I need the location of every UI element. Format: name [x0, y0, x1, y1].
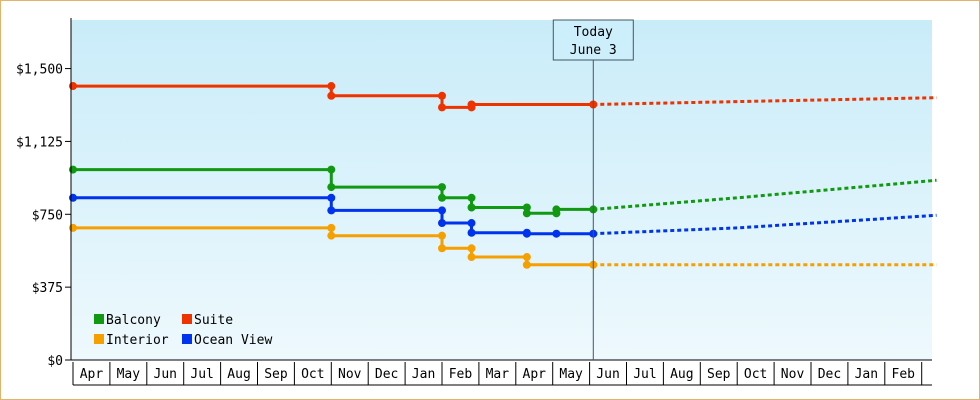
- data-point-ocean-view: [552, 229, 561, 238]
- data-point-balcony: [467, 193, 476, 202]
- today-label: Today: [574, 25, 613, 40]
- data-point-ocean-view: [327, 206, 336, 215]
- data-point-balcony: [327, 165, 336, 174]
- data-point-interior: [327, 223, 336, 232]
- legend-swatch-interior: [94, 334, 104, 344]
- series-balcony: [69, 165, 937, 218]
- x-tick-label: Dec: [818, 367, 841, 382]
- data-point-interior: [522, 253, 531, 262]
- data-point-ocean-view: [327, 193, 336, 202]
- legend-swatch-suite: [182, 314, 192, 324]
- x-tick-label: Feb: [449, 367, 473, 382]
- data-point-ocean-view: [438, 206, 446, 215]
- data-point-suite: [69, 82, 77, 91]
- x-tick-label: Jan: [855, 367, 878, 382]
- series-layer: [69, 82, 937, 269]
- data-point-suite: [438, 91, 446, 100]
- x-tick-label: Jul: [633, 367, 656, 382]
- data-point-interior: [69, 223, 77, 232]
- legend-label-ocean-view: Ocean View: [194, 333, 272, 348]
- data-point-balcony: [467, 203, 476, 212]
- legend-label-interior: Interior: [106, 333, 169, 348]
- forecast-line-suite: [593, 96, 937, 106]
- legend-label-balcony: Balcony: [106, 313, 161, 328]
- data-point-suite: [467, 100, 476, 109]
- data-point-interior: [467, 253, 476, 262]
- data-point-interior: [438, 244, 446, 253]
- data-point-suite: [327, 91, 336, 100]
- x-tick-label: Nov: [338, 367, 362, 382]
- y-tick-label: $375: [32, 281, 63, 296]
- data-point-balcony: [438, 183, 446, 192]
- x-tick-label: Apr: [523, 367, 547, 382]
- x-tick-label: May: [559, 367, 583, 382]
- x-tick-label: Jul: [190, 367, 213, 382]
- plot-background: [71, 20, 932, 360]
- axes-layer: $0 $375 $750 $1,125 $1,500 Apr May Jun Jul Aug Sep…: [16, 18, 932, 386]
- x-tick-label: Jun: [596, 367, 619, 382]
- x-tick-label: Feb: [892, 367, 916, 382]
- legend-swatch-ocean-view: [182, 334, 192, 344]
- y-tick-label: $1,125: [16, 135, 63, 150]
- y-tick-label: $1,500: [16, 63, 63, 78]
- data-point-balcony: [327, 183, 336, 192]
- data-point-balcony: [522, 203, 531, 212]
- data-point-balcony: [552, 205, 561, 214]
- series-interior: [69, 223, 937, 269]
- data-point-ocean-view: [522, 229, 531, 238]
- x-tick-label: Mar: [486, 367, 510, 382]
- data-point-interior: [327, 231, 336, 240]
- today-marker: Today June 3: [552, 19, 634, 360]
- data-point-suite: [327, 82, 336, 91]
- x-tick-label: Sep: [707, 367, 731, 382]
- x-tick-label: May: [117, 367, 141, 382]
- x-tick-label: Sep: [264, 367, 288, 382]
- today-box: [552, 19, 634, 61]
- data-point-interior: [467, 244, 476, 253]
- x-tick-label: Aug: [227, 367, 250, 382]
- legend: Balcony Suite Interior Ocean View: [94, 313, 272, 348]
- x-tick-label: Oct: [744, 367, 767, 382]
- data-point-balcony: [522, 209, 531, 218]
- today-date: June 3: [570, 43, 617, 58]
- data-point-balcony: [438, 193, 446, 202]
- legend-label-suite: Suite: [194, 313, 233, 328]
- x-tick-label: Apr: [80, 367, 104, 382]
- data-point-ocean-view: [69, 193, 77, 202]
- data-point-balcony: [69, 165, 77, 174]
- y-tick-label: $0: [47, 354, 63, 369]
- data-point-ocean-view: [438, 219, 446, 228]
- data-point-suite: [438, 103, 446, 112]
- data-point-ocean-view: [467, 219, 476, 228]
- y-tick-label: $750: [32, 208, 63, 223]
- x-tick-label: Jun: [154, 367, 177, 382]
- x-tick-label: Oct: [301, 367, 324, 382]
- data-point-interior: [438, 231, 446, 240]
- data-point-interior: [522, 260, 531, 269]
- data-point-ocean-view: [467, 228, 476, 237]
- x-tick-label: Dec: [375, 367, 398, 382]
- x-tick-label: Nov: [781, 367, 805, 382]
- legend-swatch-balcony: [94, 314, 104, 324]
- x-tick-label: Aug: [670, 367, 693, 382]
- x-tick-label: Jan: [412, 367, 435, 382]
